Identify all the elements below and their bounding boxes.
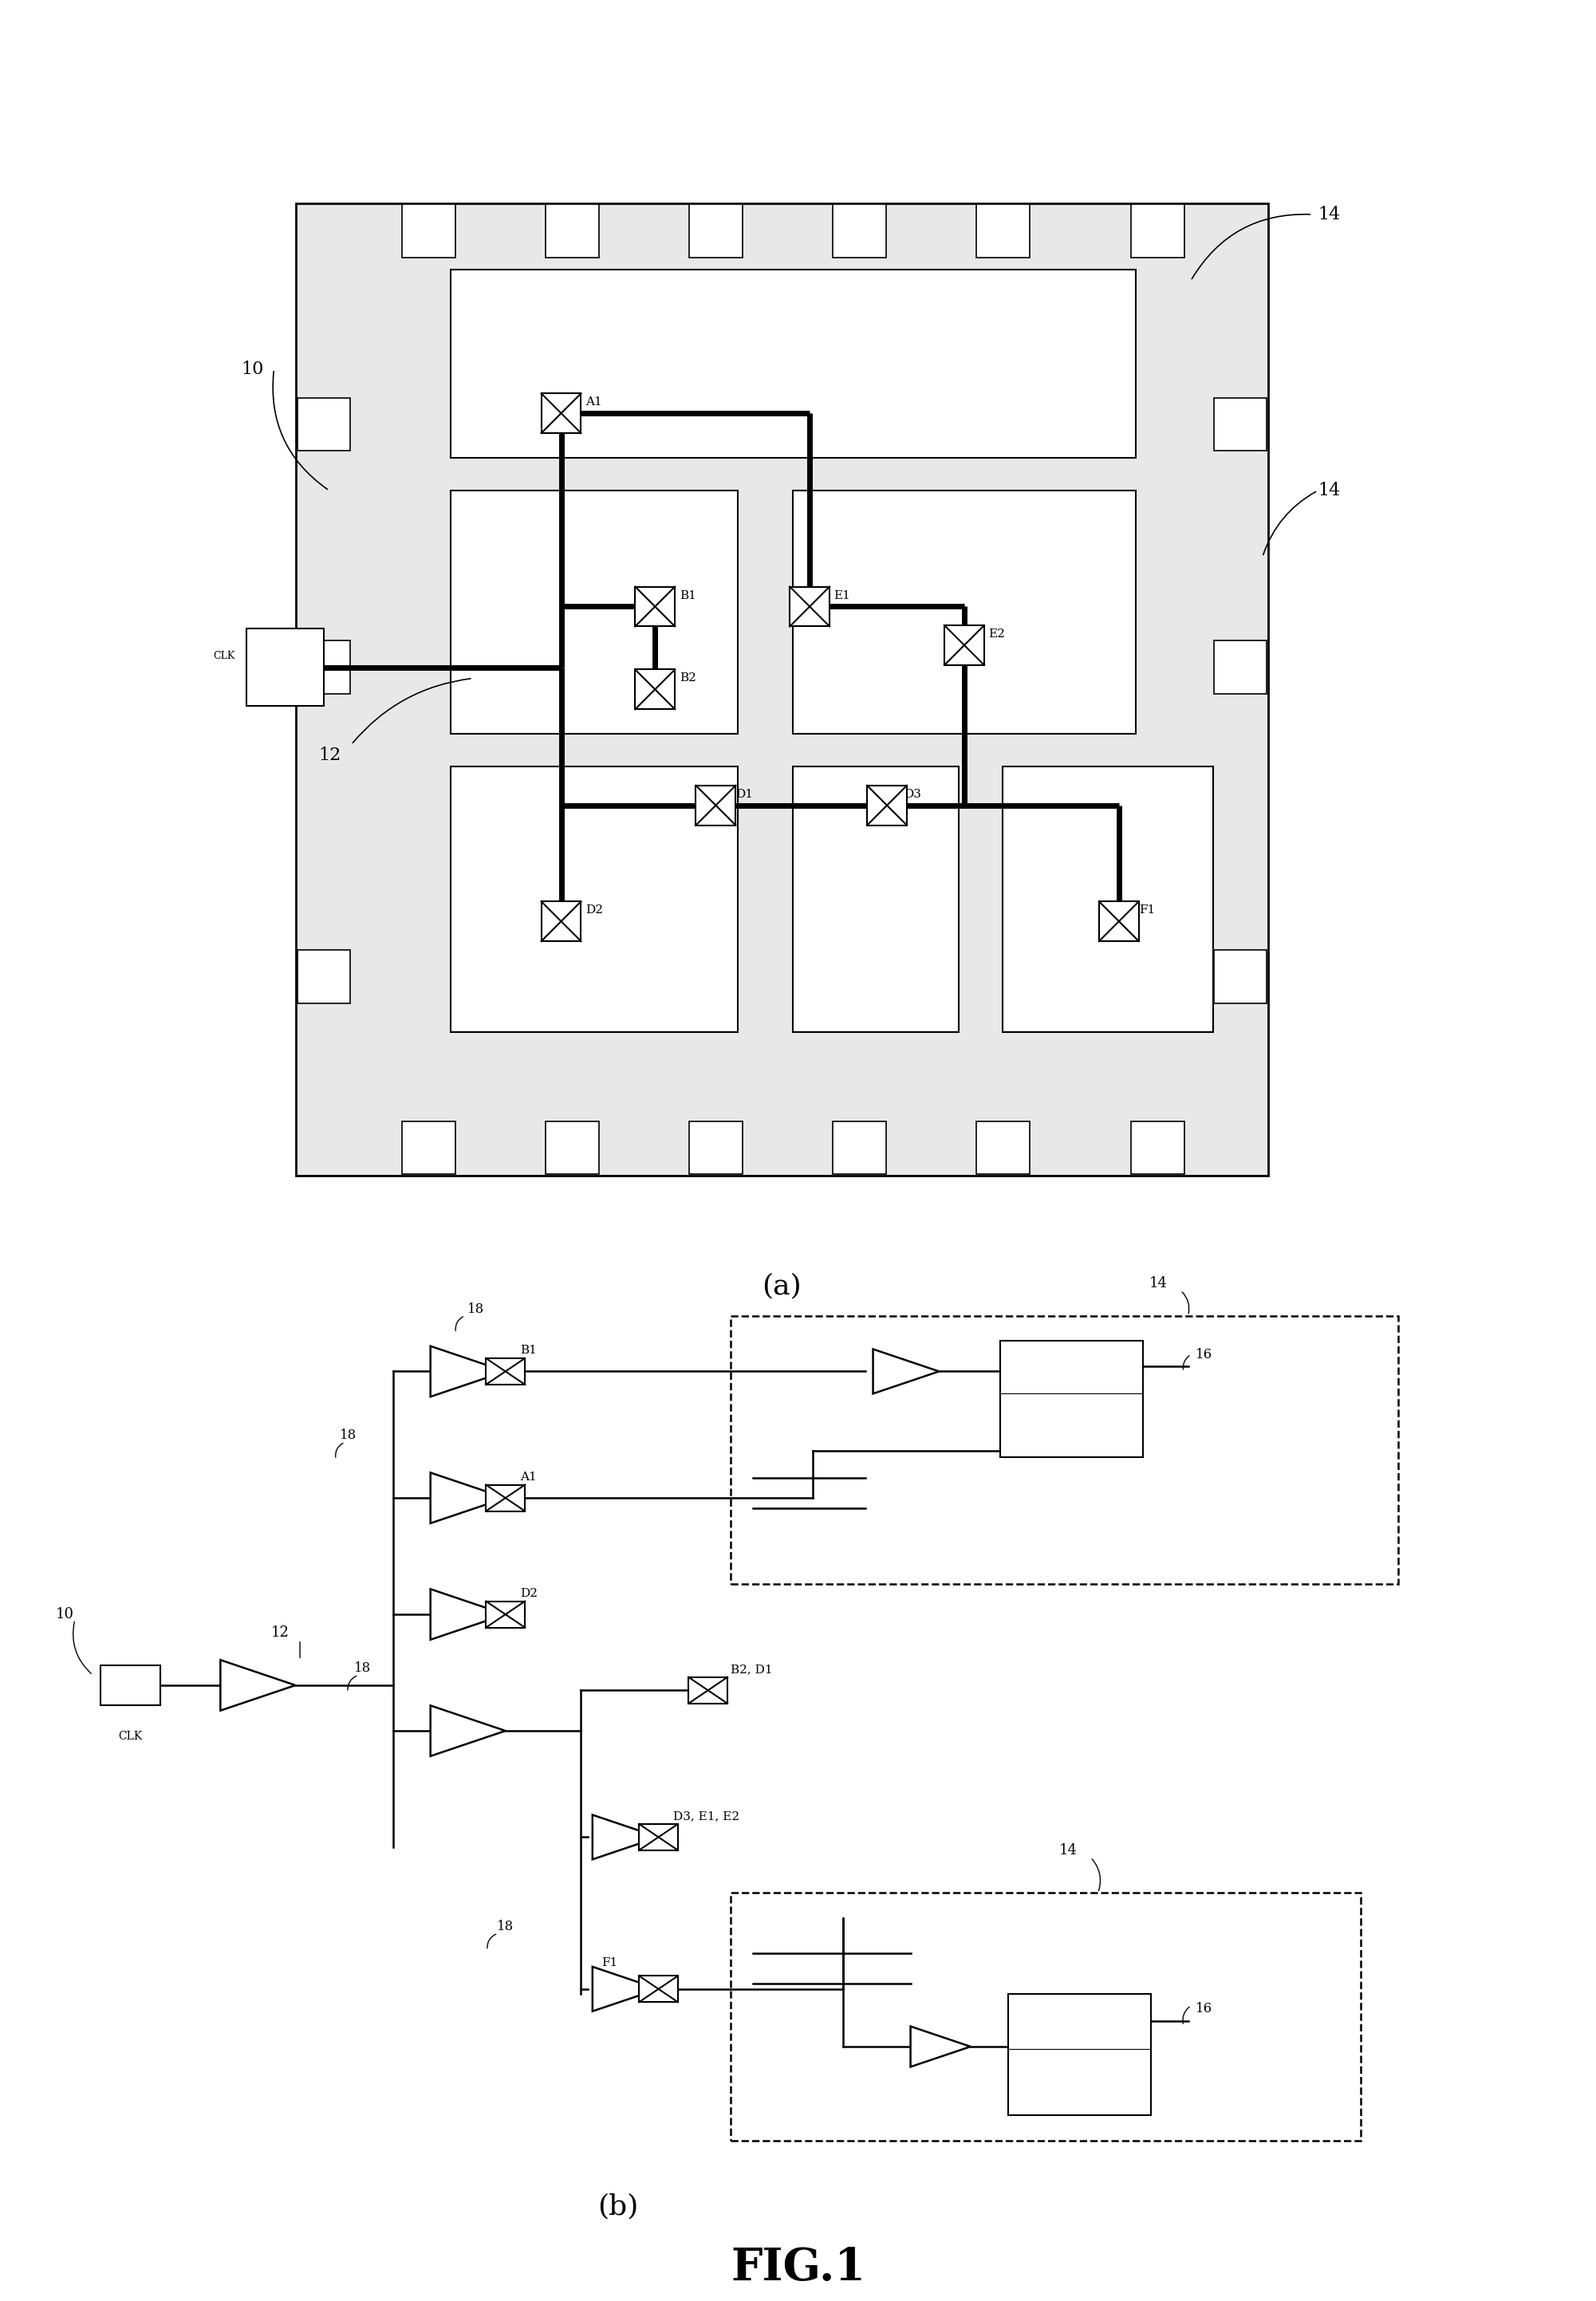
Text: D3: D3 [903,789,921,801]
Text: 18: 18 [354,1661,372,1675]
Bar [638,1825,678,1850]
Text: D: D [1020,2016,1028,2025]
Bar [297,640,350,695]
Text: CLK: CLK [214,651,235,660]
Bar [295,202,1269,1176]
Bar [638,1977,678,2002]
Bar [541,902,581,941]
Polygon shape [873,1348,938,1394]
Bar [546,1121,598,1174]
Text: B2, D1: B2, D1 [731,1664,772,1675]
Polygon shape [431,1346,506,1397]
FancyBboxPatch shape [731,1894,1360,2140]
Text: 12: 12 [318,748,340,764]
Bar [402,1121,455,1174]
Bar [867,785,907,826]
Text: 10: 10 [56,1606,73,1622]
Text: B1.1: B1.1 [1061,1440,1082,1447]
Text: (a): (a) [763,1272,801,1300]
Bar [688,1677,728,1703]
Bar [101,1666,161,1705]
Polygon shape [431,1590,506,1641]
Text: 14: 14 [1149,1277,1167,1291]
Text: 12: 12 [271,1625,289,1641]
Text: D1: D1 [736,789,753,801]
Text: Q: Q [1125,1362,1135,1371]
Bar [450,269,1135,458]
Text: 10: 10 [241,361,263,377]
Text: F1: F1 [1140,904,1156,916]
Text: B1: B1 [680,589,696,601]
Text: 18: 18 [496,1919,514,1933]
Bar [1001,1341,1143,1457]
Bar [485,1484,525,1512]
Bar [1002,766,1213,1031]
Polygon shape [910,2027,970,2066]
Text: B2: B2 [680,672,696,683]
Bar [297,398,350,451]
Text: $\overline{Q}$: $\overline{Q}$ [1132,2073,1141,2085]
Text: A1: A1 [520,1473,536,1482]
Text: D2: D2 [520,1588,538,1599]
Text: CLK: CLK [118,1730,142,1742]
Bar [635,670,675,709]
Bar [696,785,736,826]
Text: 16: 16 [1195,1348,1213,1362]
Polygon shape [431,1705,506,1756]
Bar [297,950,350,1003]
Bar [402,205,455,258]
Polygon shape [220,1659,295,1710]
Text: A1: A1 [586,396,602,407]
Text: E1: E1 [835,589,851,601]
Text: D3, E1, E2: D3, E1, E2 [674,1811,741,1822]
Bar [977,205,1029,258]
Bar [1132,1121,1184,1174]
Text: E2: E2 [988,628,1005,640]
Text: 18: 18 [468,1302,484,1316]
Bar [1215,398,1267,451]
Text: 16: 16 [1195,2002,1213,2016]
Bar [790,587,830,626]
Bar [689,205,742,258]
Text: D2: D2 [586,904,603,916]
Bar [1215,640,1267,695]
Text: 14: 14 [1058,1843,1077,1857]
Bar [485,1601,525,1627]
Bar [833,1121,886,1174]
Polygon shape [592,1815,659,1859]
Text: F1.3: F1.3 [1069,2096,1090,2105]
Bar [450,766,737,1031]
Bar [833,205,886,258]
Bar [246,628,324,706]
Polygon shape [592,1967,659,2011]
Polygon shape [431,1473,506,1523]
Bar [945,626,985,665]
Bar [1215,950,1267,1003]
Bar [541,393,581,433]
Text: 14: 14 [1318,205,1341,223]
Bar [1100,902,1140,941]
Text: F1: F1 [602,1958,618,1970]
Bar [450,490,737,734]
Bar [1009,1995,1151,2115]
Bar [1132,205,1184,258]
Text: D: D [1012,1362,1020,1371]
Bar [635,587,675,626]
Text: FIG.1: FIG.1 [731,2246,865,2289]
Bar [546,205,598,258]
Bar [689,1121,742,1174]
Bar [793,490,1135,734]
Text: 18: 18 [340,1429,356,1443]
FancyBboxPatch shape [731,1316,1398,1583]
Bar [485,1358,525,1385]
Text: B1: B1 [520,1346,538,1355]
Text: (b): (b) [597,2193,638,2220]
Bar [793,766,959,1031]
Bar [977,1121,1029,1174]
Text: 14: 14 [1318,481,1341,499]
Text: Q: Q [1133,2016,1141,2025]
Text: $\overline{Q}$: $\overline{Q}$ [1125,1415,1135,1429]
